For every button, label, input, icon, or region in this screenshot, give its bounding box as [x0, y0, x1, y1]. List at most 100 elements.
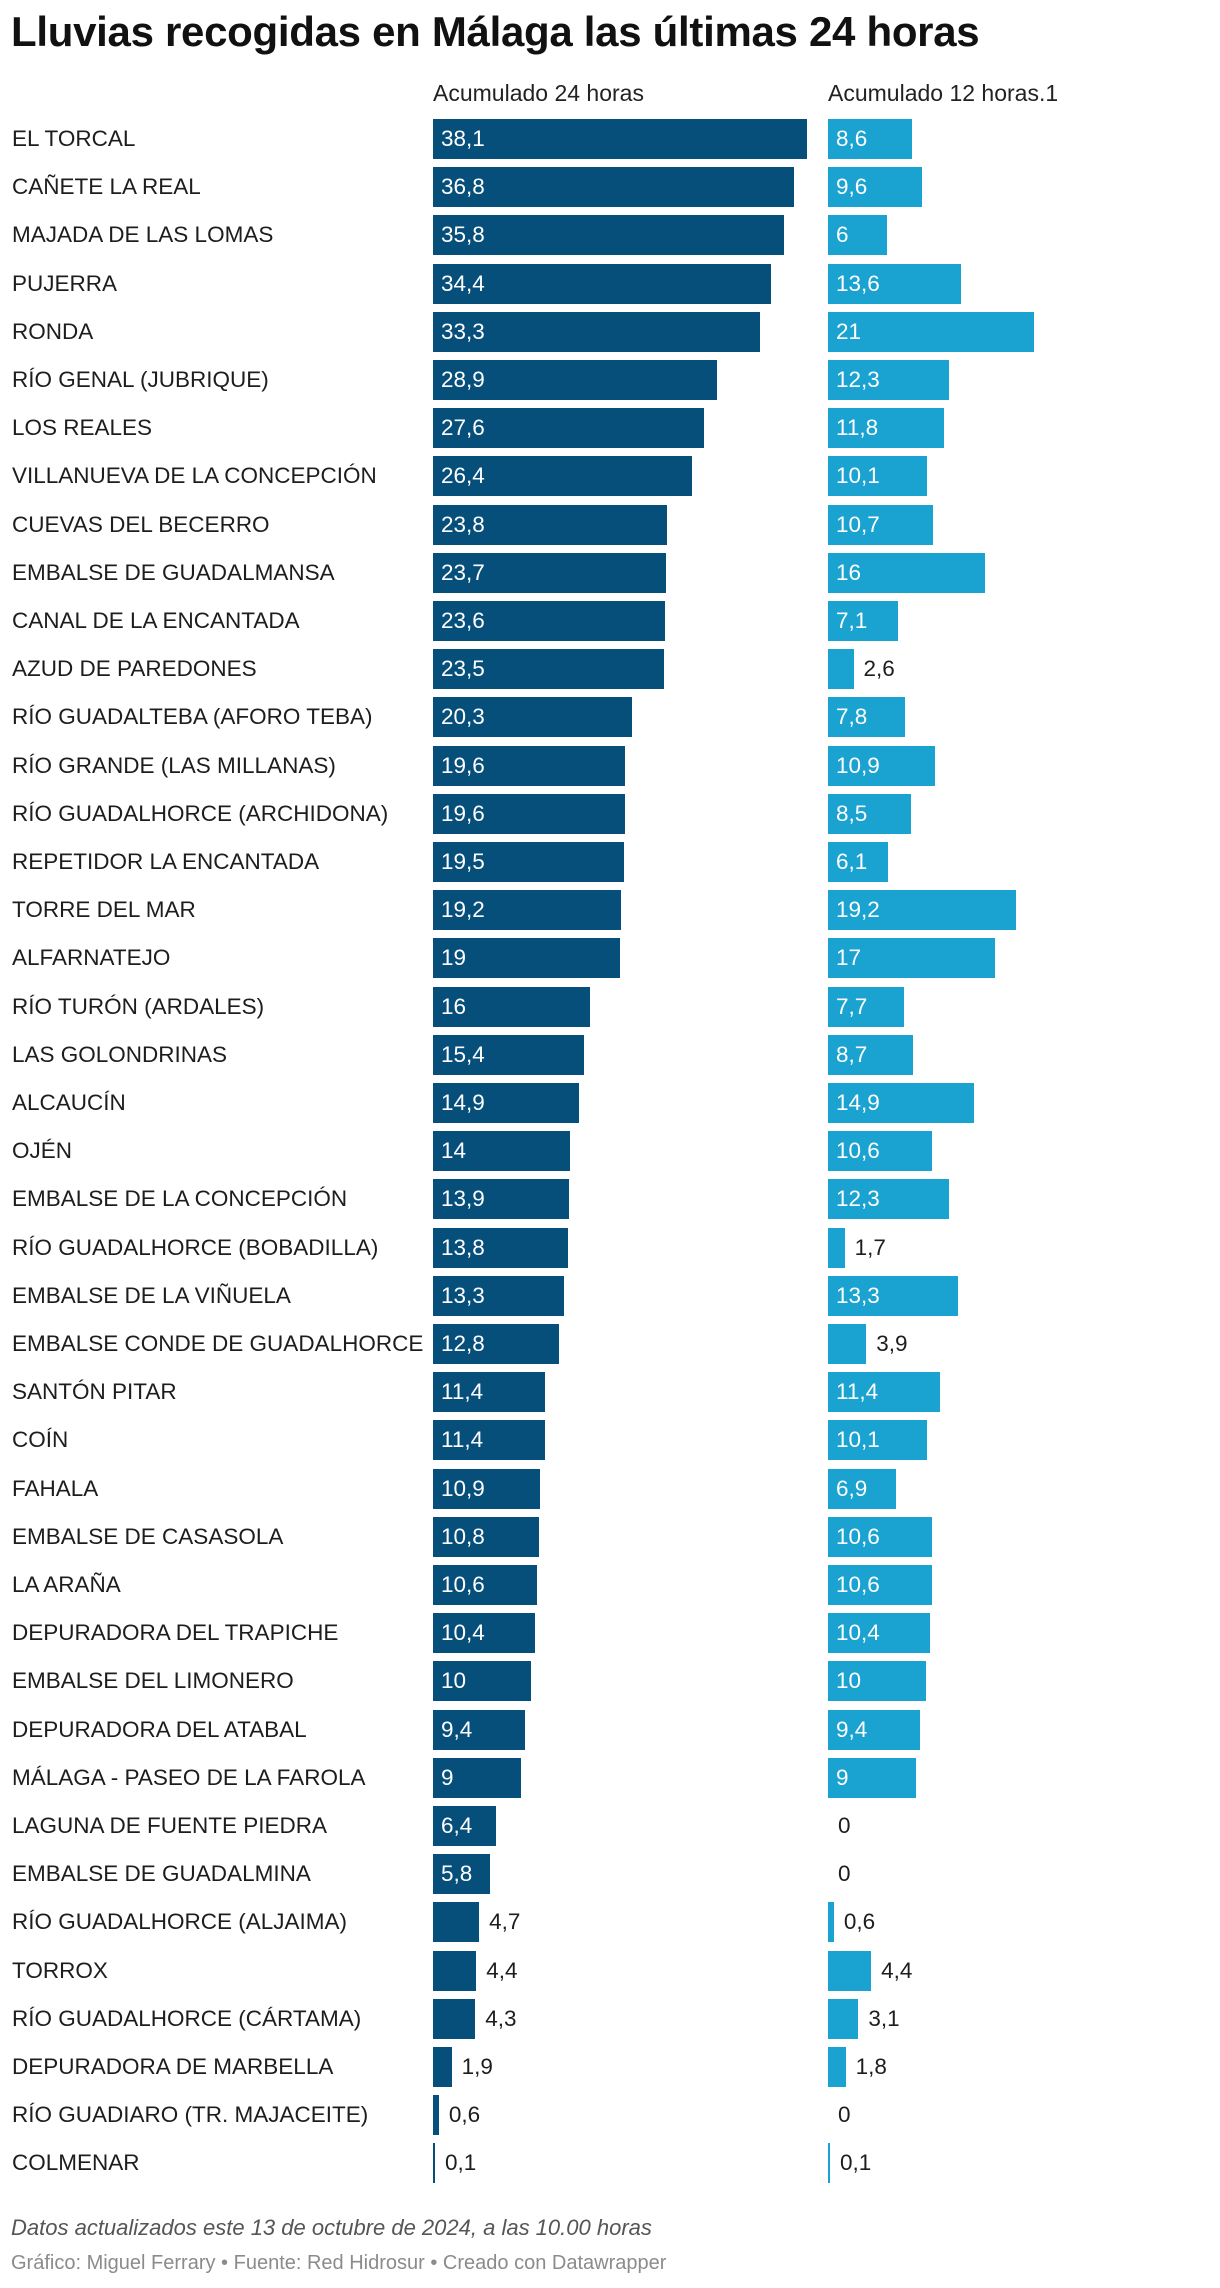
data-label-series-0: 35,8	[441, 222, 485, 248]
data-label-series-0: 9,4	[441, 1716, 473, 1742]
data-label-series-0: 28,9	[441, 367, 485, 392]
category-label: LAGUNA DE FUENTE PIEDRA	[12, 1813, 328, 1838]
data-label-series-0: 20,3	[441, 704, 485, 730]
column-header-24h: Acumulado 24 horas	[433, 80, 644, 106]
data-label-series-1: 10,6	[836, 1523, 880, 1549]
data-label-series-0: 23,5	[441, 656, 485, 682]
data-label-series-1: 3,1	[868, 2005, 900, 2031]
data-label-series-1: 3,9	[876, 1331, 908, 1356]
bar-series-1	[828, 1516, 932, 1557]
bar-series-1	[828, 1998, 859, 2039]
category-label: SANTÓN PITAR	[12, 1379, 177, 1405]
bar-series-1	[828, 1275, 959, 1316]
data-label-series-1: 0	[838, 1861, 851, 1887]
bar-series-1	[828, 1902, 834, 1943]
bar-series-0	[433, 552, 666, 593]
data-label-series-1: 10,4	[836, 1620, 880, 1646]
data-label-series-1: 0,6	[843, 1909, 876, 1935]
data-label-series-1: 13,3	[836, 1282, 880, 1308]
category-label: MAJADA DE LAS LOMAS	[12, 222, 274, 248]
category-label: RÍO GUADALHORCE (ARCHIDONA)	[12, 800, 389, 826]
data-label-series-0: 38,1	[441, 126, 485, 151]
data-label-series-1: 10,9	[836, 752, 880, 778]
bar-series-1	[828, 890, 1017, 931]
data-label-series-0: 33,3	[441, 318, 485, 344]
category-label: RÍO GUADALHORCE (CÁRTAMA)	[12, 2005, 362, 2031]
data-label-series-1: 0,1	[840, 2150, 872, 2176]
bar-series-0	[433, 1709, 526, 1750]
data-label-series-0: 0,6	[448, 2102, 481, 2128]
data-label-series-1: 6	[836, 222, 849, 248]
category-label: PUJERRA	[12, 270, 118, 296]
bar-series-0	[433, 1227, 569, 1268]
data-label-series-0: 4,3	[485, 2005, 517, 2031]
category-label: RÍO GUADALHORCE (BOBADILLA)	[12, 1234, 379, 1260]
bar-series-1	[828, 263, 962, 304]
bar-series-0	[433, 890, 622, 931]
category-label: MÁLAGA - PASEO DE LA FAROLA	[12, 1764, 366, 1790]
data-label-series-0: 11,4	[441, 1427, 484, 1453]
category-label: TORROX	[12, 1957, 108, 1983]
category-label: RÍO GENAL (JUBRIQUE)	[12, 367, 269, 392]
category-label: EL TORCAL	[12, 126, 136, 151]
data-label-series-1: 17	[836, 945, 862, 971]
bar-series-0	[433, 456, 693, 497]
bar-series-1	[828, 456, 928, 497]
data-label-series-1: 19,2	[836, 897, 880, 923]
data-label-series-0: 13,8	[441, 1234, 485, 1260]
category-label: AZUD DE PAREDONES	[12, 656, 257, 682]
bar-series-0	[433, 938, 620, 979]
bar-series-0	[433, 504, 667, 545]
data-label-series-0: 9	[441, 1764, 454, 1790]
data-label-series-0: 4,7	[489, 1909, 521, 1935]
bar-series-1	[828, 1083, 975, 1123]
bar-series-1	[828, 311, 1034, 352]
data-label-series-1: 6,9	[836, 1475, 868, 1501]
bar-series-0	[433, 2047, 452, 2087]
category-label: DEPURADORA DEL ATABAL	[12, 1716, 307, 1742]
bar-series-1	[828, 938, 995, 979]
data-label-series-1: 12,3	[836, 367, 880, 392]
data-label-series-1: 9,6	[836, 174, 868, 200]
category-label: ALFARNATEJO	[12, 945, 171, 971]
data-label-series-1: 1,8	[855, 2054, 887, 2079]
data-label-series-1: 16	[836, 559, 862, 585]
data-label-series-0: 14,9	[441, 1090, 485, 1115]
bar-series-0	[433, 408, 704, 449]
data-label-series-0: 13,9	[441, 1186, 485, 1212]
category-label: RÍO GUADIARO (TR. MAJACEITE)	[12, 2102, 369, 2128]
bar-series-1	[828, 842, 888, 882]
data-label-series-1: 9,4	[836, 1716, 868, 1742]
bar-series-0	[433, 601, 665, 641]
data-label-series-0: 10	[441, 1668, 467, 1694]
data-label-series-0: 23,7	[441, 559, 485, 585]
bar-series-0	[433, 119, 807, 159]
bar-series-0	[433, 1565, 538, 1605]
bar-series-1	[828, 1709, 921, 1750]
data-label-series-1: 2,6	[863, 656, 895, 682]
bar-series-1	[828, 215, 887, 256]
bar-series-1	[828, 2143, 830, 2184]
data-label-series-1: 7,1	[836, 608, 868, 633]
data-label-series-1: 8,5	[836, 800, 868, 826]
data-label-series-1: 10,6	[836, 1138, 880, 1164]
data-label-series-1: 13,6	[836, 270, 880, 296]
category-label: FAHALA	[12, 1475, 99, 1501]
bar-series-1	[828, 745, 935, 786]
data-label-series-0: 5,8	[441, 1861, 473, 1887]
category-label: COÍN	[12, 1427, 69, 1453]
bar-series-1	[828, 1324, 867, 1364]
category-label: RÍO TURÓN (ARDALES)	[12, 993, 265, 1019]
data-label-series-1: 11,4	[836, 1379, 879, 1405]
bar-series-0	[433, 986, 591, 1027]
bar-series-0	[433, 1902, 480, 1943]
data-label-series-1: 8,6	[836, 126, 868, 151]
category-label: EMBALSE DE GUADALMINA	[12, 1861, 311, 1887]
column-header-12h: Acumulado 12 horas.1	[828, 80, 1059, 106]
category-label: LOS REALES	[12, 415, 153, 441]
bar-series-0	[433, 1034, 585, 1075]
data-label-series-0: 16	[441, 993, 467, 1019]
bar-series-1	[828, 2047, 846, 2087]
data-label-series-1: 21	[836, 318, 862, 344]
